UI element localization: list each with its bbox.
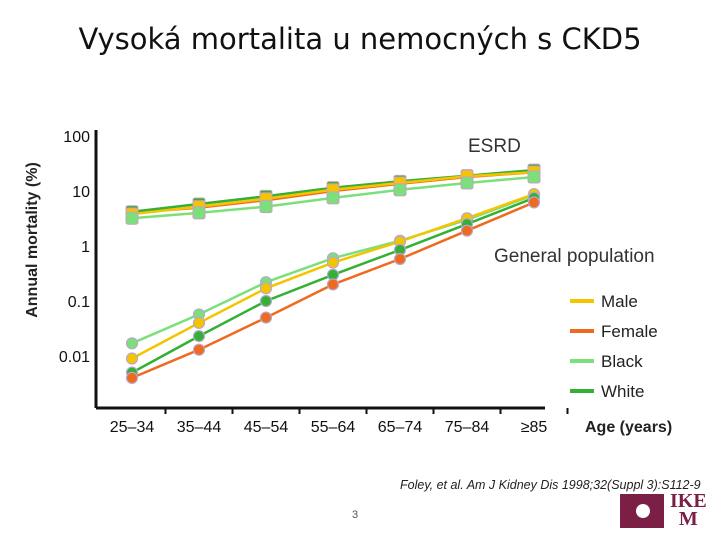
data-point-general-population-male <box>192 316 206 329</box>
x-tick-label: 45–54 <box>244 419 289 436</box>
data-point-general-population-black <box>125 337 139 350</box>
x-tick-label: 25–34 <box>110 419 155 436</box>
y-tick-label: 0.1 <box>68 294 90 311</box>
legend-label: Female <box>601 322 658 341</box>
x-tick-label: 55–64 <box>311 419 356 436</box>
data-point-esrd-black <box>192 206 206 220</box>
page-number: 3 <box>352 509 359 521</box>
annotation-general-population: General population <box>494 246 655 267</box>
data-point-esrd-black <box>460 176 474 190</box>
logo-mark <box>620 494 664 528</box>
y-tick-label: 0.01 <box>59 349 90 366</box>
data-point-esrd-black <box>527 170 541 184</box>
y-axis-label: Annual mortality (%) <box>24 162 41 318</box>
slide-title: Vysoká mortalita u nemocných s CKD5 <box>78 22 642 56</box>
legend-label: White <box>601 382 644 401</box>
x-tick-label: 65–74 <box>378 419 423 436</box>
x-tick-label: 35–44 <box>177 419 222 436</box>
data-point-esrd-black <box>259 200 273 214</box>
data-point-general-population-female <box>460 224 474 237</box>
mortality-chart: 100 10 1 0.1 0.01 25–34 35–44 45–54 55–64 65–74 75… <box>24 129 672 436</box>
data-point-general-population-female <box>125 371 139 384</box>
data-point-general-population-white <box>259 294 273 308</box>
data-point-esrd-black <box>125 211 139 225</box>
x-axis-label: Age (years) <box>585 419 672 436</box>
data-point-general-population-female <box>192 343 206 356</box>
citation: Foley, et al. Am J Kidney Dis 1998;32(Su… <box>400 478 701 492</box>
institution-logo: IKE M <box>620 490 712 530</box>
data-point-general-population-male <box>125 352 139 365</box>
data-point-general-population-female <box>259 311 273 324</box>
data-point-general-population-female <box>326 278 340 291</box>
data-point-general-population-female <box>393 252 407 266</box>
x-tick-label: 75–84 <box>445 419 490 436</box>
annotation-esrd: ESRD <box>468 136 521 157</box>
data-point-general-population-white <box>192 330 206 343</box>
data-point-esrd-black <box>326 191 340 205</box>
data-point-general-population-male <box>259 282 273 295</box>
x-tick-label: ≥85 <box>521 419 548 436</box>
y-tick-label: 100 <box>63 129 90 146</box>
legend-label: Male <box>601 292 638 311</box>
y-tick-label: 10 <box>72 184 90 201</box>
logo-text: IKE M <box>670 490 707 530</box>
y-tick-label: 1 <box>81 239 90 256</box>
data-point-esrd-black <box>393 183 407 197</box>
data-point-general-population-female <box>527 196 541 209</box>
legend-label: Black <box>601 352 643 371</box>
data-point-general-population-male <box>326 256 340 269</box>
